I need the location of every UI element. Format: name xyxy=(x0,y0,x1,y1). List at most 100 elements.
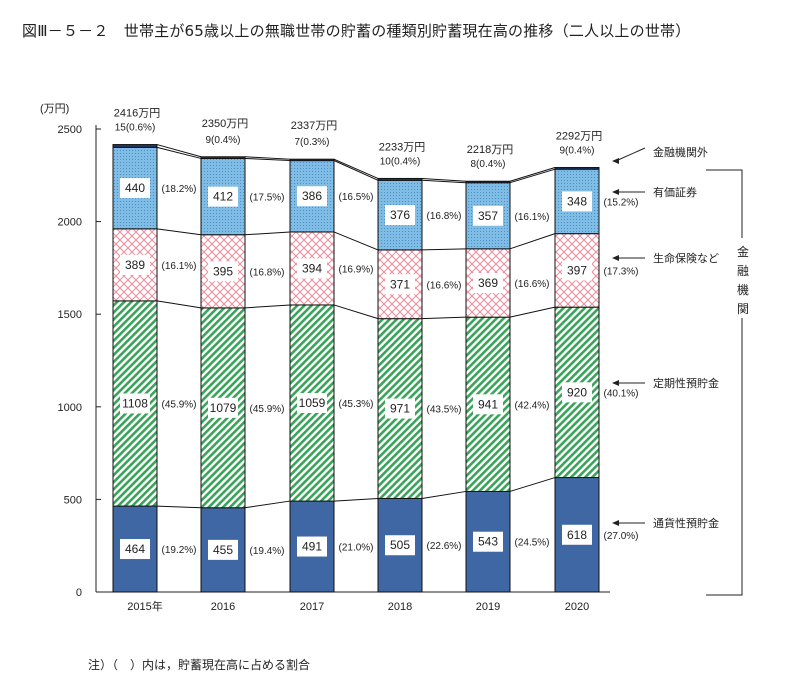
value-label: 395 xyxy=(213,264,233,278)
bracket xyxy=(706,169,743,596)
connector-line xyxy=(333,497,379,502)
value-label-box xyxy=(297,393,327,414)
value-label: 491 xyxy=(302,540,322,554)
value-label: 386 xyxy=(302,189,322,203)
share-label: (16.9%) xyxy=(338,264,373,275)
arrowhead-icon xyxy=(612,189,619,195)
connector-line xyxy=(156,300,202,309)
share-label: (16.1%) xyxy=(514,212,549,223)
connector-line xyxy=(244,157,291,161)
other-label: 7(0.3%) xyxy=(294,137,329,148)
x-tick-label: 2016 xyxy=(211,601,235,613)
total-label: 2416万円 xyxy=(114,108,160,120)
share-label: (43.5%) xyxy=(426,405,461,416)
connector-line xyxy=(421,248,467,251)
share-label: (17.5%) xyxy=(249,193,284,204)
legend-label: 有価証券 xyxy=(653,185,697,199)
connector-line xyxy=(333,304,379,320)
share-label: (22.6%) xyxy=(426,541,461,552)
total-label: 2218万円 xyxy=(467,144,513,156)
y-tick-label: 2500 xyxy=(58,124,82,136)
value-label-box xyxy=(120,393,150,414)
value-label-box xyxy=(562,524,592,545)
value-label: 376 xyxy=(390,208,410,222)
chart-title: 図Ⅲ－５－２ 世帯主が65歳以上の無職世帯の貯蓄の種類別貯蓄現在高の推移（二人以… xyxy=(22,22,691,40)
value-label-box xyxy=(208,397,238,418)
bar-segment xyxy=(554,167,600,170)
value-label-box xyxy=(120,254,150,275)
y-tick-label: 1500 xyxy=(58,309,82,321)
value-label-box xyxy=(297,258,327,279)
arrowhead-icon xyxy=(612,520,619,526)
share-label: (16.8%) xyxy=(249,267,284,278)
arrowhead-icon xyxy=(612,158,619,164)
share-label: (42.4%) xyxy=(514,400,549,411)
x-tick-label: 2015年 xyxy=(127,599,162,613)
connector-line xyxy=(421,490,467,499)
connector-line xyxy=(156,146,202,159)
bracket-label-char: 関 xyxy=(737,302,749,316)
value-label-box xyxy=(120,539,150,560)
value-label-box xyxy=(385,398,415,419)
value-label: 455 xyxy=(213,543,233,557)
connector-line xyxy=(421,179,467,184)
x-tick-label: 2018 xyxy=(388,601,412,613)
connector-line xyxy=(244,231,291,236)
x-tick-label: 2019 xyxy=(476,601,500,613)
connector-line xyxy=(156,144,202,158)
bar-segment xyxy=(200,156,246,159)
bar-segment xyxy=(289,158,335,162)
connector-line xyxy=(333,158,379,179)
connector-line xyxy=(156,505,202,509)
value-label-box xyxy=(385,535,415,556)
legend-label: 金融機関外 xyxy=(653,145,708,159)
y-tick-label: 0 xyxy=(76,587,82,599)
share-label: (19.2%) xyxy=(161,545,196,556)
share-label: (21.0%) xyxy=(338,543,373,554)
value-label-box xyxy=(208,261,238,282)
connector-line xyxy=(421,316,467,320)
connector-line xyxy=(244,304,291,309)
value-label: 543 xyxy=(478,535,498,549)
connector-line xyxy=(156,228,202,236)
value-label-box xyxy=(208,539,238,560)
connector-line xyxy=(509,477,556,492)
other-label: 8(0.4%) xyxy=(470,159,505,170)
other-label: 10(0.4%) xyxy=(380,156,421,167)
value-label-box xyxy=(297,186,327,207)
share-label: (16.6%) xyxy=(426,280,461,291)
connector-line xyxy=(244,500,291,509)
connector-line xyxy=(509,167,556,182)
value-label: 464 xyxy=(125,542,145,556)
connector-line xyxy=(509,233,556,250)
value-label: 348 xyxy=(567,194,587,208)
share-label: (15.2%) xyxy=(603,197,638,208)
footnote: 注）（ ）内は，貯蓄現在高に占める割合 xyxy=(88,658,311,672)
share-label: (18.2%) xyxy=(161,184,196,195)
value-label: 920 xyxy=(567,385,587,399)
share-label: (24.5%) xyxy=(514,538,549,549)
value-label-box xyxy=(297,536,327,557)
share-label: (16.6%) xyxy=(514,279,549,290)
value-label: 440 xyxy=(125,181,145,195)
y-tick-label: 1000 xyxy=(58,402,82,414)
arrowhead-icon xyxy=(612,380,619,386)
value-label-box xyxy=(473,272,503,293)
total-label: 2337万円 xyxy=(291,120,337,132)
value-label: 505 xyxy=(390,538,410,552)
share-label: (16.8%) xyxy=(426,211,461,222)
legend-label: 生命保険など xyxy=(653,251,719,265)
bracket-label-char: 金 xyxy=(737,244,749,259)
value-label: 394 xyxy=(302,261,322,275)
value-label-box xyxy=(385,274,415,295)
value-label-box xyxy=(208,186,238,207)
value-label-box xyxy=(562,191,592,212)
total-label: 2233万円 xyxy=(379,141,425,153)
other-label: 9(0.4%) xyxy=(559,146,594,157)
bracket-label-char: 機 xyxy=(737,282,749,297)
x-tick-label: 2020 xyxy=(565,601,589,613)
value-label: 357 xyxy=(478,209,498,223)
y-axis-unit: (万円) xyxy=(40,103,69,115)
y-tick-label: 2000 xyxy=(58,217,82,229)
value-label: 397 xyxy=(567,263,587,277)
